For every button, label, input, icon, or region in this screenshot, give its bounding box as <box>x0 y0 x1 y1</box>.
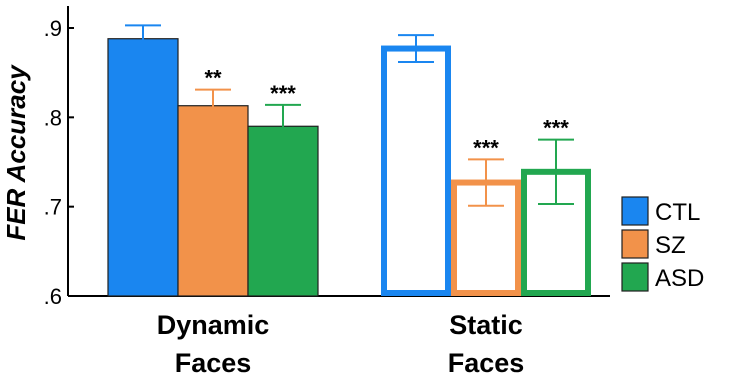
x-category-label: Faces <box>448 348 525 377</box>
significance-label: *** <box>543 116 569 141</box>
y-axis-label: FER Accuracy <box>1 64 31 241</box>
x-category-label: Dynamic <box>157 310 270 340</box>
y-tick-label: .8 <box>44 105 62 130</box>
significance-label: ** <box>204 66 222 91</box>
y-tick-label: .6 <box>44 284 62 309</box>
bar-ctl-1 <box>381 45 451 297</box>
y-tick-label: .9 <box>44 16 62 41</box>
significance-label: *** <box>473 135 499 160</box>
legend-swatch-asd <box>621 262 649 292</box>
x-category-label: Faces <box>175 348 252 377</box>
x-category-label: Static <box>449 310 523 340</box>
legend-label-asd: ASD <box>655 265 704 292</box>
legend-label-sz: SZ <box>655 232 686 259</box>
legend-swatch-sz <box>621 229 649 259</box>
bar-asd-0 <box>247 125 319 297</box>
y-tick-label: .7 <box>44 195 62 220</box>
legend: CTL SZ ASD <box>621 196 704 292</box>
legend-label-ctl: CTL <box>655 199 700 226</box>
bars <box>107 38 591 297</box>
bar-ctl-0 <box>107 38 179 297</box>
error-bars <box>125 24 574 207</box>
legend-swatch-ctl <box>621 196 649 226</box>
significance-labels: *********** <box>204 66 569 161</box>
significance-label: *** <box>270 81 296 106</box>
bar-sz-0 <box>177 105 249 297</box>
x-axis-labels: Dynamic Faces Static Faces <box>157 310 525 377</box>
